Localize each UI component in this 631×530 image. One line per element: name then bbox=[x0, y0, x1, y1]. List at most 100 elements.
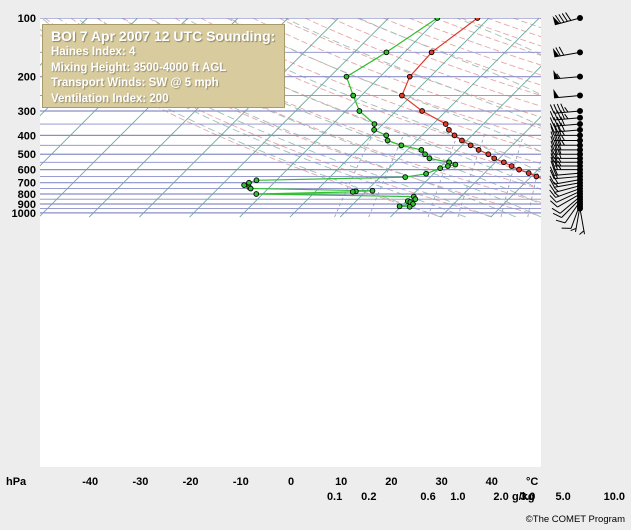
dewpoint-point bbox=[247, 185, 254, 192]
wind-barb-pennant bbox=[553, 69, 560, 79]
wind-barb-feather bbox=[557, 160, 562, 167]
wind-barb-staff bbox=[556, 190, 581, 203]
dry-adiabat-line bbox=[226, 18, 541, 141]
temperature-point bbox=[446, 127, 452, 133]
wind-barb-pennant bbox=[552, 47, 560, 57]
isotherm-line bbox=[189, 18, 389, 218]
pressure-tick-label: 900 bbox=[18, 199, 36, 211]
wind-barb-feather bbox=[553, 104, 559, 114]
wind-barb-feather bbox=[557, 126, 562, 136]
dewpoint-point bbox=[396, 203, 403, 210]
wind-barb-station bbox=[577, 137, 583, 144]
wind-barb-feather bbox=[570, 227, 577, 232]
mixing-ratio-tick-label: 3.0 bbox=[520, 491, 535, 503]
wind-barb-feather bbox=[555, 219, 566, 224]
wind-barb-staff bbox=[559, 196, 581, 214]
temperature-point bbox=[428, 49, 435, 56]
wind-barb-station bbox=[577, 92, 583, 99]
wind-barb-feather bbox=[553, 110, 559, 120]
wind-barb-feather bbox=[560, 103, 566, 113]
sounding-info-box: BOI 7 Apr 2007 12 UTC Sounding: Haines I… bbox=[42, 24, 285, 108]
isotherm-line bbox=[339, 18, 540, 218]
dewpoint-point bbox=[452, 161, 459, 168]
temperature-tick-label: 10 bbox=[335, 476, 347, 488]
wind-barb-feather bbox=[550, 140, 555, 151]
mixing-ratio-tick-label: 5.0 bbox=[555, 491, 570, 503]
wind-barb-feather bbox=[550, 153, 555, 163]
temperature-point bbox=[491, 155, 498, 162]
wind-barb bbox=[550, 145, 583, 158]
dewpoint-point bbox=[343, 73, 350, 80]
wind-barb-staff bbox=[554, 179, 581, 185]
wind-barb-feather bbox=[550, 200, 558, 208]
wind-barb-feather bbox=[579, 230, 585, 235]
wind-barb-station bbox=[577, 132, 583, 139]
mixing-ratio-tick-label: 0.2 bbox=[361, 491, 376, 503]
pressure-tick-label: 200 bbox=[18, 72, 36, 84]
wind-barb-station bbox=[577, 107, 583, 114]
wind-barb-feather bbox=[557, 131, 562, 141]
transport-winds: Transport Winds: SW @ 5 mph bbox=[51, 77, 219, 89]
temperature-point bbox=[516, 166, 522, 173]
wind-barb-feather bbox=[549, 178, 555, 188]
wind-barb-feather bbox=[555, 47, 561, 57]
dry-adiabat-line bbox=[304, 18, 541, 107]
moist-adiabat-line bbox=[284, 18, 541, 127]
wind-barb-feather bbox=[549, 166, 555, 176]
wind-barb-staff bbox=[554, 95, 581, 99]
wind-barb-feather bbox=[560, 122, 566, 132]
wind-barb-feather bbox=[561, 140, 565, 146]
pressure-tick-label: 800 bbox=[18, 189, 36, 201]
isotherm-line bbox=[490, 166, 541, 218]
wind-barb-feather bbox=[553, 117, 559, 127]
mixing-ratio-tick-labels: 0.10.20.61.02.03.05.010.020.040.0 bbox=[327, 491, 625, 503]
wind-barb-feather bbox=[556, 122, 562, 132]
wind-barb-feather bbox=[560, 116, 566, 126]
dewpoint-point bbox=[253, 191, 260, 197]
dewpoint-point bbox=[412, 196, 419, 202]
dewpoint-point bbox=[445, 163, 451, 169]
temperature-tick-label: 40 bbox=[486, 476, 498, 488]
wind-barb-feather bbox=[551, 207, 561, 214]
dry-adiabat-line bbox=[591, 18, 631, 217]
mixing-ratio-line bbox=[563, 135, 579, 217]
wind-barb-staff bbox=[557, 193, 581, 208]
wind-barb-feather bbox=[554, 131, 558, 141]
wind-barb-feather bbox=[549, 123, 555, 133]
mixing-ratio-lines bbox=[334, 135, 625, 218]
temperature-unit-label: °C bbox=[526, 476, 538, 488]
wind-barb-station bbox=[577, 146, 583, 153]
wind-barb bbox=[552, 12, 583, 26]
wind-barb-feather bbox=[550, 131, 555, 141]
isotherm-line bbox=[139, 18, 339, 218]
isotherm-line bbox=[591, 18, 631, 217]
wind-barb-feather bbox=[564, 107, 569, 113]
wind-barb-feather bbox=[557, 136, 562, 146]
mixing-ratio-line bbox=[614, 135, 625, 217]
wind-barb-feather bbox=[549, 189, 556, 198]
wind-barb bbox=[577, 205, 586, 235]
wind-barb-feather bbox=[561, 135, 565, 141]
mixing-ratio-line bbox=[334, 135, 373, 218]
wind-barb bbox=[550, 136, 583, 149]
wind-barb-feather bbox=[557, 145, 562, 155]
wind-barb-feather bbox=[557, 149, 562, 159]
mixing-ratio-line bbox=[500, 135, 524, 218]
wind-barb-feather bbox=[554, 136, 558, 146]
temperature-tick-label: -20 bbox=[183, 476, 199, 488]
dewpoint-point bbox=[426, 155, 433, 162]
wind-barb-staff bbox=[561, 198, 581, 218]
wind-barb-feather bbox=[552, 212, 562, 218]
wind-barb bbox=[550, 126, 583, 139]
temperature-tick-label: 30 bbox=[435, 476, 447, 488]
wind-barb-feather bbox=[554, 145, 558, 155]
mixing-ratio-tick-label: 0.6 bbox=[420, 491, 435, 503]
wind-barb-staff bbox=[554, 185, 581, 193]
mixing-ratio-line bbox=[527, 157, 541, 218]
mixing-ratio-line bbox=[457, 135, 485, 218]
copyright-credit: ©The COMET Program bbox=[525, 514, 625, 525]
isotherm-line bbox=[289, 18, 490, 218]
wind-barb-feather bbox=[556, 110, 562, 120]
wind-barb-feather bbox=[553, 122, 559, 133]
